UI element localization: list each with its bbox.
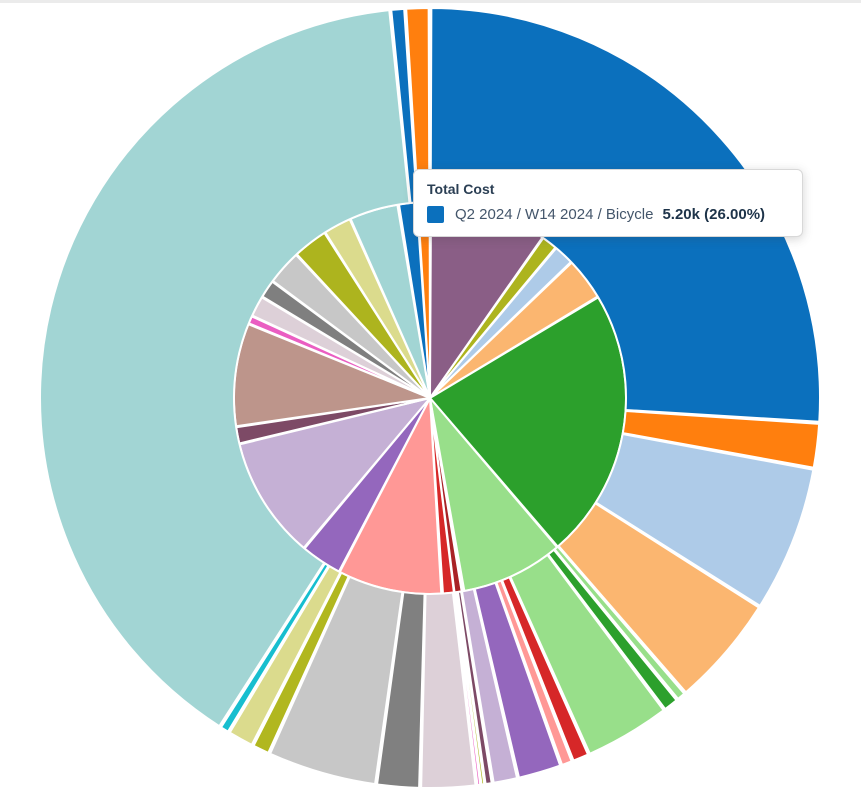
slice-outer-pink[interactable] [495, 579, 573, 766]
slice-outer-cyan[interactable] [220, 562, 330, 733]
slice-outer-khaki[interactable] [228, 565, 342, 746]
slice-outer-peach[interactable] [557, 502, 760, 694]
slice-outer-silver[interactable] [269, 575, 404, 786]
tooltip-row: Q2 2024 / W14 2024 / Bicycle 5.20k (26.0… [427, 206, 789, 223]
tooltip: Total Cost Q2 2024 / W14 2024 / Bicycle … [413, 169, 803, 237]
slice-outer-lavender[interactable] [461, 588, 519, 784]
slice-outer-periwinkle[interactable] [594, 433, 815, 607]
tooltip-title: Total Cost [427, 181, 495, 197]
top-divider [0, 0, 861, 3]
slice-outer-magenta-sliver[interactable] [452, 591, 482, 787]
tooltip-series-label: Q2 2024 / W14 2024 / Bicycle [455, 206, 654, 223]
slice-outer-thistle[interactable] [420, 591, 477, 789]
slice-outer-orange[interactable] [621, 409, 821, 469]
tooltip-value: 5.20k (26.00%) [662, 206, 766, 223]
slice-outer-green[interactable] [547, 548, 678, 711]
slice-outer-purple[interactable] [473, 581, 562, 779]
slice-outer-light-green-1[interactable] [553, 545, 686, 700]
slice-outer-red[interactable] [501, 576, 590, 762]
slice-outer-teal[interactable] [39, 9, 411, 728]
slice-outer-olive[interactable] [252, 571, 350, 754]
series-color-swatch [427, 206, 444, 223]
slice-outer-gray[interactable] [376, 591, 426, 789]
slice-outer-light-green-2[interactable] [509, 553, 665, 755]
